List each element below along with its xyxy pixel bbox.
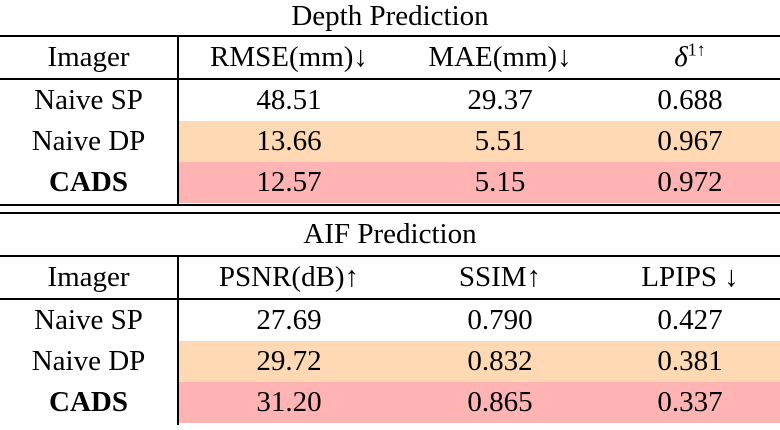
psnr-value: 29.72 [256, 345, 322, 377]
header-imager: Imager [47, 261, 130, 293]
aif-header-rule [0, 298, 780, 300]
imager-name: CADS [49, 386, 128, 418]
table-row: CADS 31.20 0.865 0.337 [0, 382, 780, 423]
psnr-value: 31.20 [256, 386, 322, 418]
header-lpips: LPIPS ↓ [641, 261, 739, 293]
best-highlight [178, 162, 780, 203]
aif-section-title: AIF Prediction [303, 218, 477, 250]
column-divider [177, 37, 179, 205]
second-best-highlight [178, 341, 780, 382]
lpips-value: 0.427 [657, 304, 723, 336]
table-row: Naive DP 13.66 5.51 0.967 [0, 121, 780, 162]
imager-name: CADS [49, 166, 128, 198]
mae-value: 29.37 [467, 84, 533, 116]
table-row: Naive SP 27.69 0.790 0.427 [0, 300, 780, 341]
psnr-value: 27.69 [256, 304, 322, 336]
imager-name: Naive DP [31, 345, 146, 377]
lpips-value: 0.381 [657, 345, 723, 377]
imager-name: Naive SP [34, 84, 143, 116]
depth-header-rule [0, 78, 780, 80]
double-rule-top [0, 204, 780, 206]
depth-header-row: Imager RMSE(mm)↓ MAE(mm)↓ δ1↑ [0, 37, 780, 78]
header-ssim: SSIM↑ [458, 261, 542, 293]
double-rule-bottom [0, 212, 780, 214]
rmse-value: 48.51 [256, 84, 322, 116]
column-divider [177, 257, 179, 425]
delta-superscript: 1↑ [687, 39, 706, 60]
table-row: Naive DP 29.72 0.832 0.381 [0, 341, 780, 382]
delta-value: 0.967 [657, 125, 723, 157]
best-highlight [178, 382, 780, 423]
table-row: CADS 12.57 5.15 0.972 [0, 162, 780, 203]
header-imager: Imager [47, 41, 130, 73]
delta-value: 0.972 [657, 166, 723, 198]
ssim-value: 0.865 [467, 386, 533, 418]
mae-value: 5.15 [474, 166, 526, 198]
imager-name: Naive SP [34, 304, 143, 336]
delta-symbol: δ [674, 41, 688, 73]
ssim-value: 0.832 [467, 345, 533, 377]
header-mae: MAE(mm)↓ [428, 41, 572, 73]
aif-title-rule [0, 255, 780, 257]
table-row: Naive SP 48.51 29.37 0.688 [0, 80, 780, 121]
top-rule [0, 35, 780, 37]
header-psnr: PSNR(dB)↑ [218, 261, 360, 293]
rmse-value: 13.66 [256, 125, 322, 157]
lpips-value: 0.337 [657, 386, 723, 418]
second-best-highlight [178, 121, 780, 162]
header-delta: δ1↑ [600, 37, 780, 78]
ssim-value: 0.790 [467, 304, 533, 336]
rmse-value: 12.57 [256, 166, 322, 198]
depth-section-title: Depth Prediction [291, 0, 489, 32]
aif-header-row: Imager PSNR(dB)↑ SSIM↑ LPIPS ↓ [0, 257, 780, 298]
imager-name: Naive DP [31, 125, 146, 157]
delta-value: 0.688 [657, 84, 723, 116]
mae-value: 5.51 [474, 125, 526, 157]
header-rmse: RMSE(mm)↓ [210, 41, 368, 73]
